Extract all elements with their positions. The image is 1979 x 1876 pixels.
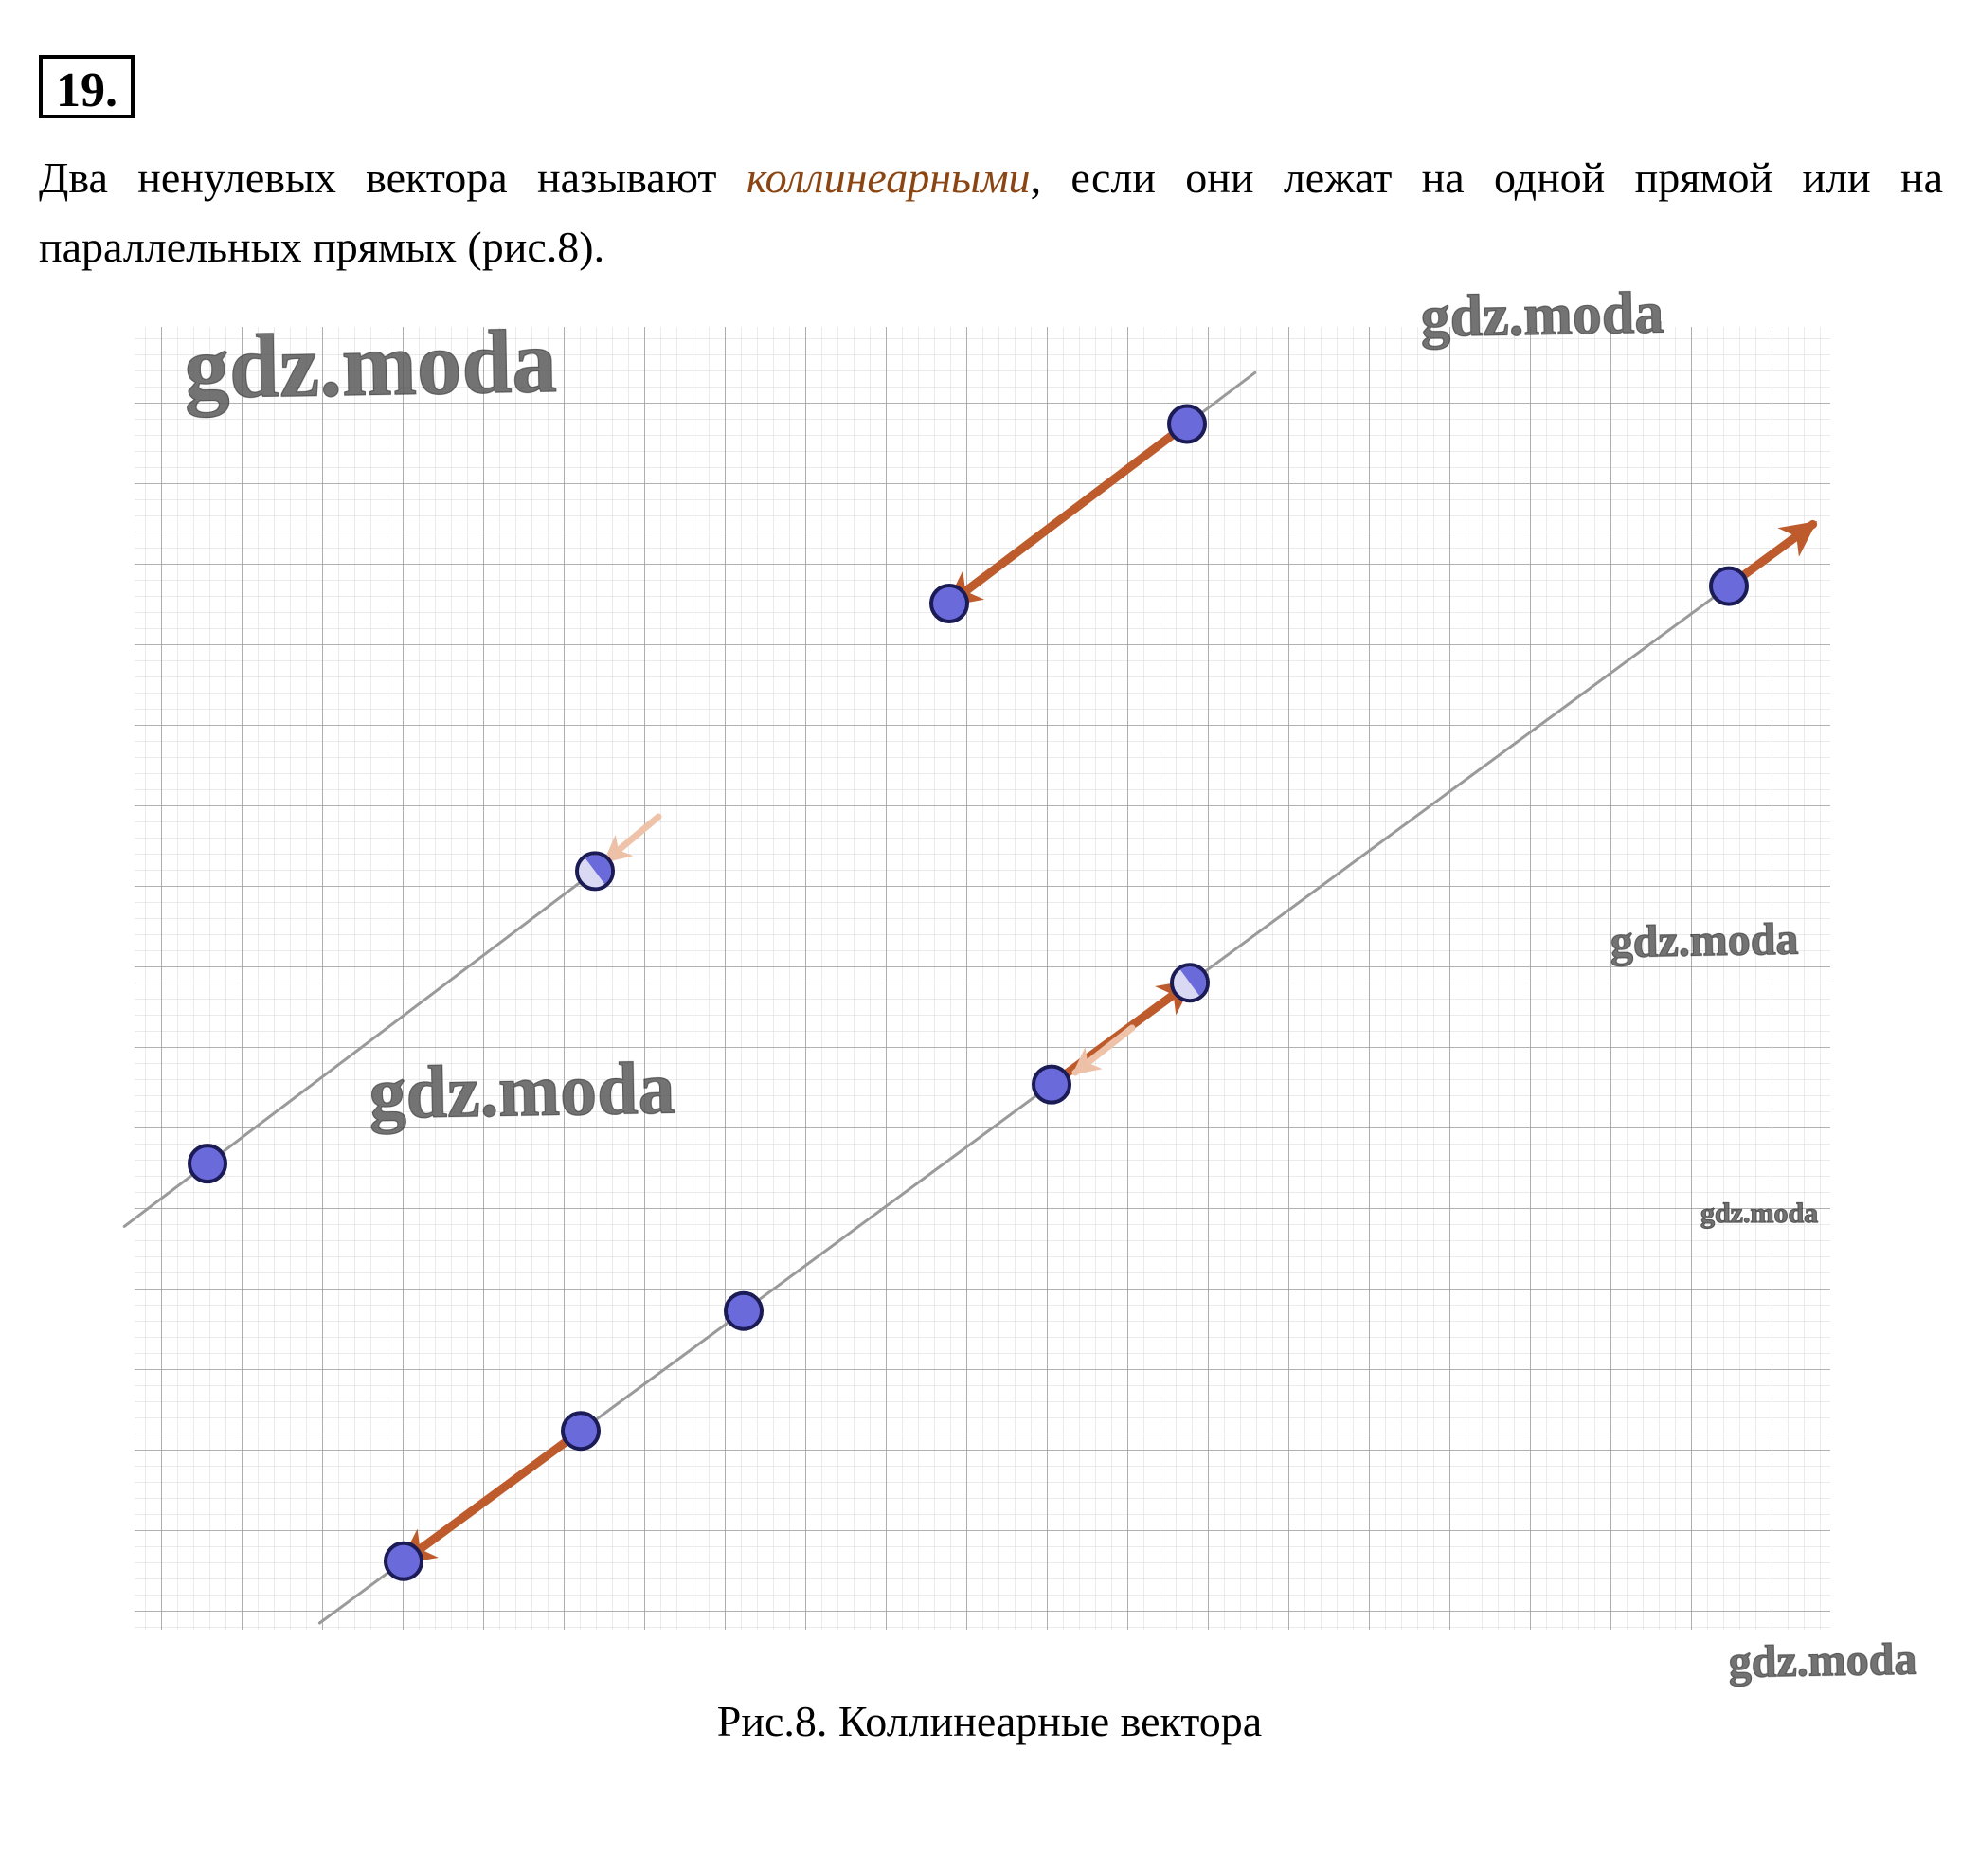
svg-text:gdz.moda: gdz.moda (369, 1046, 675, 1134)
svg-text:gdz.moda: gdz.moda (1700, 1198, 1818, 1229)
svg-text:gdz.moda: gdz.moda (1728, 1634, 1917, 1687)
svg-text:gdz.moda: gdz.moda (1610, 914, 1799, 967)
svg-text:gdz.moda: gdz.moda (1420, 281, 1664, 350)
svg-text:gdz.moda: gdz.moda (184, 311, 558, 418)
